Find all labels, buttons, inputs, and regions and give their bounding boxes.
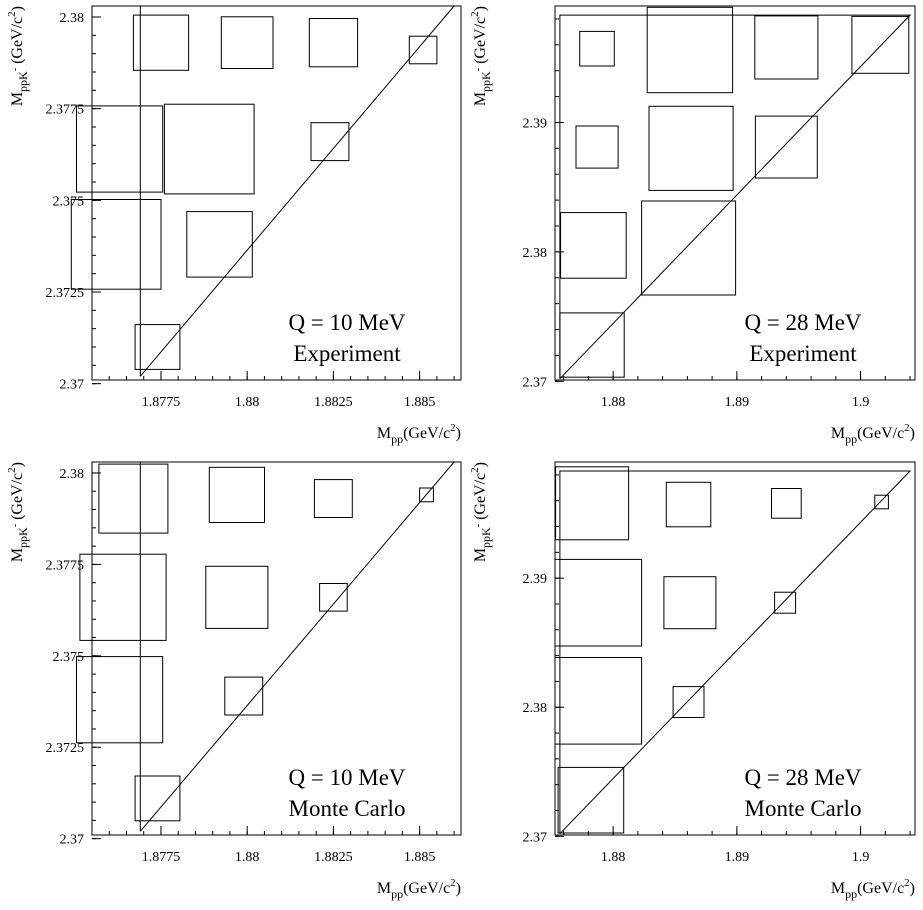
panel-annotation: Experiment xyxy=(293,341,401,366)
histogram-box xyxy=(76,105,164,193)
panel-annotation: Q = 10 MeV xyxy=(288,310,405,335)
x-axis-label: Mpp(GeV/c2) xyxy=(831,422,915,446)
histogram-box xyxy=(851,15,910,74)
panel-1: 1.8775 1.88 1.8825 1.885 2.37 2.3725 2.375 2.37… xyxy=(6,5,462,446)
y-tick-label: 2.37 xyxy=(60,378,85,393)
plot-frame xyxy=(554,5,916,381)
panel-annotation: Q = 10 MeV xyxy=(288,765,405,790)
kinematic-boundary xyxy=(139,5,456,377)
y-tick-label: 2.39 xyxy=(523,572,548,587)
panel-4: 1.88 1.89 1.9 2.37 2.38 2.39 Mpp(GeV/c2) MppK- … xyxy=(469,461,916,901)
y-tick-label: 2.37 xyxy=(523,830,548,845)
histogram-box xyxy=(224,676,264,716)
histogram-box xyxy=(579,30,615,67)
kinematic-boundary xyxy=(559,470,912,835)
y-tick-label: 2.3775 xyxy=(46,103,85,118)
histogram-box xyxy=(560,212,627,279)
x-tick-label: 1.8825 xyxy=(314,395,353,410)
histogram-box xyxy=(754,115,818,179)
histogram-box xyxy=(575,125,619,169)
x-tick-label: 1.89 xyxy=(725,850,750,865)
y-tick-label: 2.37 xyxy=(60,833,85,848)
x-tick-label: 1.89 xyxy=(725,395,750,410)
y-tick-label: 2.38 xyxy=(60,467,85,482)
x-tick-label: 1.88 xyxy=(235,395,260,410)
panel-annotation: Q = 28 MeV xyxy=(744,765,861,790)
x-axis-label: Mpp(GeV/c2) xyxy=(377,877,461,901)
histogram-box xyxy=(308,18,359,68)
y-tick-label: 2.37 xyxy=(523,375,548,390)
histogram-box xyxy=(220,16,274,69)
kinematic-boundary xyxy=(559,14,912,380)
histogram-box xyxy=(672,686,705,718)
panel-annotation: Q = 28 MeV xyxy=(744,310,861,335)
y-axis-label: MppK- (GeV/c2) xyxy=(469,6,493,106)
histogram-box xyxy=(771,488,802,519)
histogram-box xyxy=(132,14,190,71)
histogram-box xyxy=(663,576,717,630)
histogram-box xyxy=(554,657,643,745)
histogram-box xyxy=(774,591,797,614)
y-tick-label: 2.3775 xyxy=(46,558,85,573)
histogram-box xyxy=(408,35,438,65)
histogram-box xyxy=(70,199,162,290)
histogram-box xyxy=(208,466,266,523)
x-tick-label: 1.8775 xyxy=(142,395,181,410)
histogram-box xyxy=(319,583,348,612)
histogram-box xyxy=(98,463,169,534)
histogram-box xyxy=(874,494,889,510)
panel-2: 1.88 1.89 1.9 2.37 2.38 2.39 Mpp(GeV/c2) MppK- … xyxy=(469,5,916,446)
y-axis-label: MppK- (GeV/c2) xyxy=(6,462,30,562)
x-tick-label: 1.8825 xyxy=(314,850,353,865)
histogram-box xyxy=(313,479,353,519)
y-tick-label: 2.3725 xyxy=(46,741,85,756)
histogram-box xyxy=(555,466,630,541)
plot-frame xyxy=(554,461,916,836)
histogram-box xyxy=(186,211,253,278)
x-tick-label: 1.9 xyxy=(852,395,870,410)
histogram-box xyxy=(310,122,350,162)
panel-3: 1.8775 1.88 1.8825 1.885 2.37 2.3725 2.375 2.37… xyxy=(6,461,462,901)
x-tick-label: 1.885 xyxy=(404,850,436,865)
histogram-box xyxy=(79,553,167,641)
kinematic-boundary xyxy=(139,461,456,832)
histogram-box xyxy=(665,481,712,528)
x-tick-label: 1.88 xyxy=(235,850,260,865)
panel-annotation: Experiment xyxy=(749,341,857,366)
histogram-box xyxy=(646,6,734,94)
histogram-box xyxy=(205,565,269,629)
histogram-box xyxy=(134,775,181,822)
histogram-box xyxy=(554,558,643,647)
x-axis-label: Mpp(GeV/c2) xyxy=(831,877,915,901)
y-tick-label: 2.38 xyxy=(523,246,548,261)
panel-annotation: Monte Carlo xyxy=(745,796,862,821)
x-axis-label: Mpp(GeV/c2) xyxy=(377,422,461,446)
x-tick-label: 1.885 xyxy=(404,395,436,410)
histogram-box xyxy=(419,487,434,503)
histogram-box xyxy=(559,312,625,378)
y-axis-label: MppK- (GeV/c2) xyxy=(6,6,30,106)
y-tick-label: 2.38 xyxy=(523,701,548,716)
histogram-box xyxy=(754,15,819,80)
y-tick-label: 2.375 xyxy=(53,194,85,209)
histogram-box xyxy=(163,103,255,195)
x-tick-label: 1.8775 xyxy=(142,850,181,865)
y-tick-label: 2.375 xyxy=(53,650,85,665)
plot-frame xyxy=(91,461,462,836)
panel-annotation: Monte Carlo xyxy=(289,796,406,821)
histogram-box xyxy=(641,200,737,296)
x-tick-label: 1.88 xyxy=(601,850,626,865)
x-tick-label: 1.9 xyxy=(852,850,870,865)
histogram-box xyxy=(557,766,625,834)
y-tick-label: 2.38 xyxy=(60,11,85,26)
y-tick-label: 2.3725 xyxy=(46,286,85,301)
histogram-box xyxy=(134,324,181,370)
histogram-box xyxy=(76,656,164,744)
plot-frame xyxy=(91,5,462,381)
histogram-box xyxy=(648,105,734,191)
x-tick-label: 1.88 xyxy=(601,395,626,410)
y-tick-label: 2.39 xyxy=(523,116,548,131)
y-axis-label: MppK- (GeV/c2) xyxy=(469,462,493,562)
